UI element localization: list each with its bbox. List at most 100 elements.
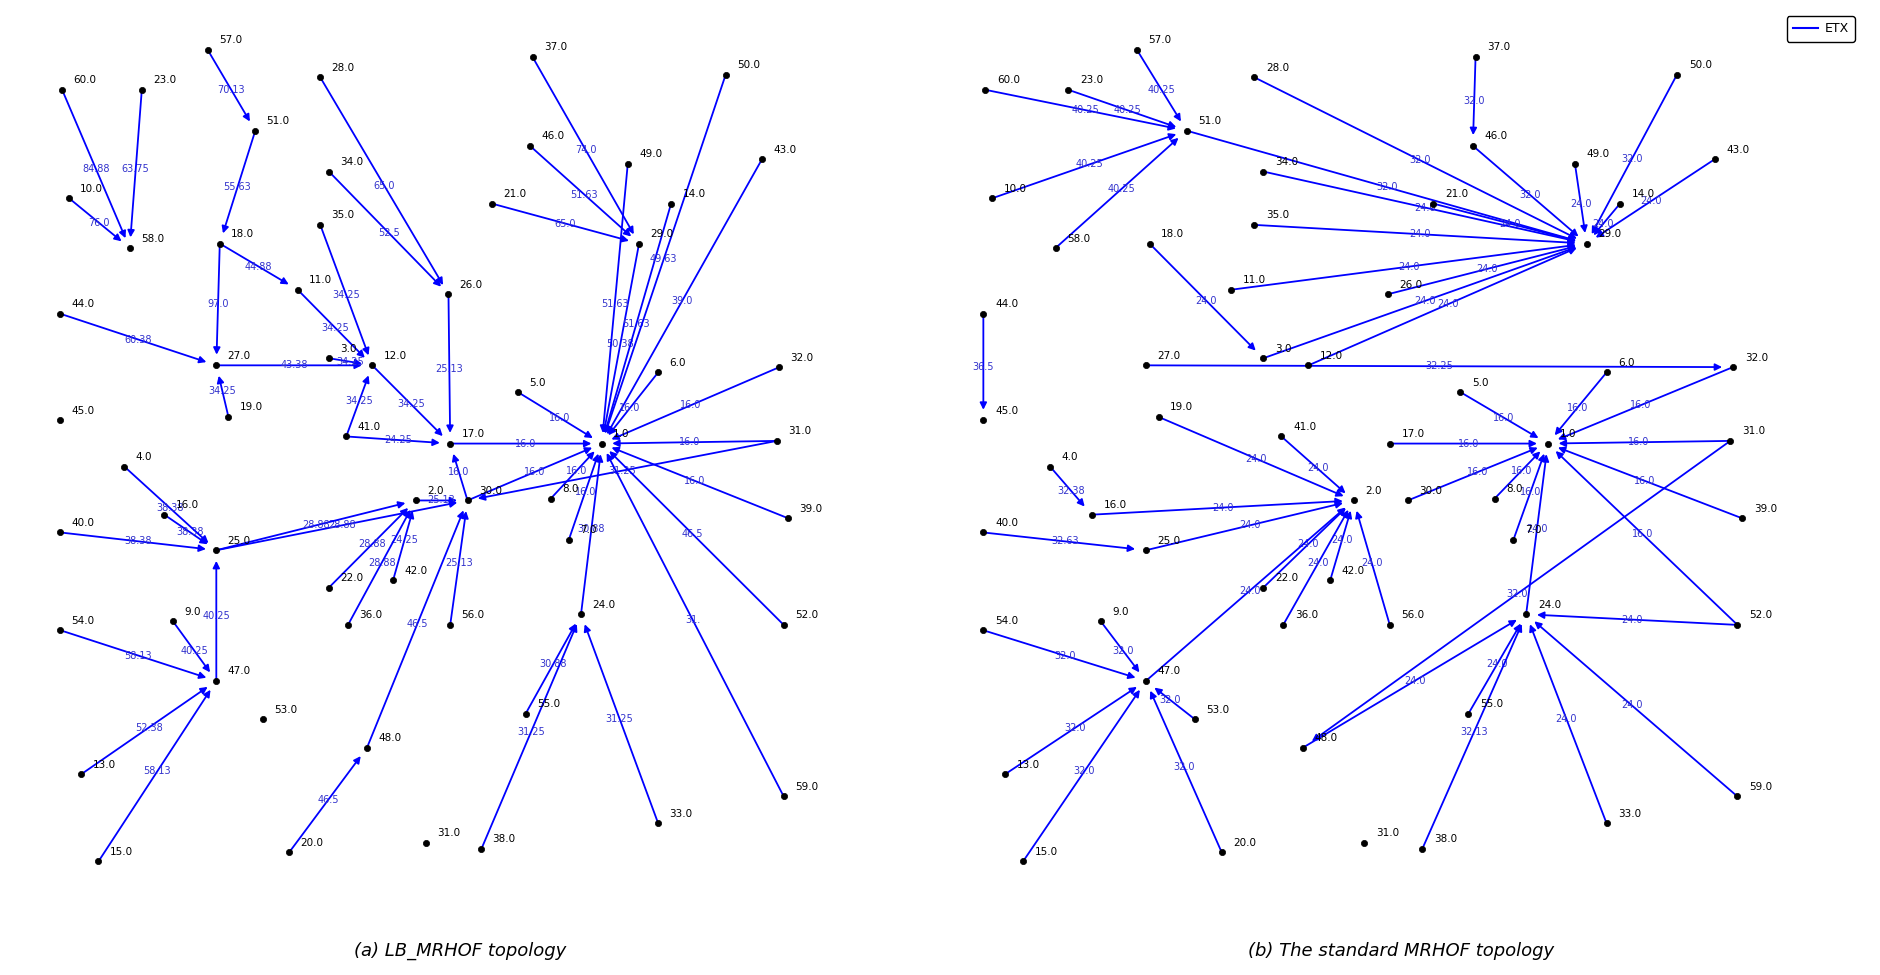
Text: 70.13: 70.13 bbox=[218, 85, 244, 96]
Text: 28.88: 28.88 bbox=[359, 539, 385, 549]
Text: 16.0: 16.0 bbox=[447, 467, 470, 477]
Text: 16.0: 16.0 bbox=[1104, 500, 1126, 510]
Text: 49.0: 49.0 bbox=[639, 149, 662, 159]
Text: 24.25: 24.25 bbox=[391, 535, 417, 545]
Text: 63.75: 63.75 bbox=[122, 164, 150, 174]
Text: 76.0: 76.0 bbox=[88, 218, 111, 228]
Text: 59.0: 59.0 bbox=[1748, 782, 1773, 792]
Text: 16.0: 16.0 bbox=[1566, 403, 1589, 413]
Text: 57.0: 57.0 bbox=[218, 35, 243, 45]
Text: 16.0: 16.0 bbox=[566, 466, 587, 476]
Text: 14.0: 14.0 bbox=[1632, 189, 1654, 199]
Text: 50.38: 50.38 bbox=[607, 338, 634, 348]
Text: 41.0: 41.0 bbox=[1293, 422, 1316, 432]
Text: 32.0: 32.0 bbox=[1173, 761, 1194, 771]
Text: 38.0: 38.0 bbox=[493, 835, 515, 844]
Text: 16.0: 16.0 bbox=[175, 500, 199, 510]
Text: 31.0: 31.0 bbox=[1743, 426, 1765, 437]
Text: 43.0: 43.0 bbox=[1726, 144, 1750, 155]
Text: 51.0: 51.0 bbox=[1198, 116, 1222, 126]
Text: 32.63: 32.63 bbox=[1051, 536, 1079, 546]
Text: 46.0: 46.0 bbox=[541, 132, 564, 141]
Text: 32.0: 32.0 bbox=[791, 353, 814, 363]
Text: 19.0: 19.0 bbox=[1169, 403, 1194, 412]
Text: 24.0: 24.0 bbox=[1414, 203, 1436, 213]
Text: 24.0: 24.0 bbox=[1538, 600, 1560, 609]
Text: 6.0: 6.0 bbox=[1619, 358, 1636, 368]
Text: 48.0: 48.0 bbox=[378, 733, 402, 743]
Text: 31.25: 31.25 bbox=[609, 466, 635, 476]
Text: 44.88: 44.88 bbox=[244, 261, 273, 272]
Text: 24.0: 24.0 bbox=[1476, 264, 1498, 274]
Text: 3.0: 3.0 bbox=[340, 344, 357, 354]
Text: 16.0: 16.0 bbox=[1519, 487, 1542, 496]
Text: 16.0: 16.0 bbox=[1634, 476, 1656, 486]
Text: 7.0: 7.0 bbox=[1525, 526, 1542, 535]
Text: 28.0: 28.0 bbox=[331, 62, 355, 73]
Text: 40.25: 40.25 bbox=[1075, 160, 1104, 170]
Text: 25.0: 25.0 bbox=[227, 536, 250, 546]
Text: 16.0: 16.0 bbox=[1628, 437, 1651, 448]
Text: 48.0: 48.0 bbox=[1314, 733, 1339, 743]
Text: 55.0: 55.0 bbox=[1480, 699, 1504, 710]
Text: 18.0: 18.0 bbox=[1162, 229, 1184, 239]
Text: 24.0: 24.0 bbox=[1487, 659, 1508, 669]
Text: 16.0: 16.0 bbox=[619, 403, 641, 413]
Text: 8.0: 8.0 bbox=[1506, 485, 1523, 494]
Text: 5.0: 5.0 bbox=[528, 377, 545, 388]
Text: 24.0: 24.0 bbox=[1404, 676, 1425, 686]
Text: 60.0: 60.0 bbox=[73, 75, 96, 86]
Text: 28.88: 28.88 bbox=[303, 521, 329, 530]
Text: 32.13: 32.13 bbox=[1461, 726, 1487, 736]
Text: 54.0: 54.0 bbox=[71, 616, 94, 626]
Text: 24.0: 24.0 bbox=[1196, 295, 1216, 306]
Text: 45.0: 45.0 bbox=[995, 406, 1019, 416]
Text: 11.0: 11.0 bbox=[1243, 275, 1265, 286]
Text: 58.13: 58.13 bbox=[143, 766, 171, 776]
Text: 31.25: 31.25 bbox=[517, 726, 545, 736]
Text: 31.0: 31.0 bbox=[1376, 829, 1399, 838]
Text: 24.0: 24.0 bbox=[1239, 521, 1260, 530]
Text: 8.0: 8.0 bbox=[562, 485, 579, 494]
Text: 24.0: 24.0 bbox=[1297, 539, 1320, 549]
Text: 38.0: 38.0 bbox=[1434, 835, 1457, 844]
Text: 52.38: 52.38 bbox=[135, 722, 162, 732]
Text: 5.0: 5.0 bbox=[1472, 377, 1489, 388]
Text: 52.0: 52.0 bbox=[795, 610, 818, 620]
Text: 23.0: 23.0 bbox=[152, 75, 177, 86]
Text: 31.25: 31.25 bbox=[605, 714, 634, 723]
Text: 32.0: 32.0 bbox=[1073, 766, 1096, 776]
Text: 30.88: 30.88 bbox=[577, 524, 605, 534]
Text: 34.0: 34.0 bbox=[340, 157, 363, 167]
Text: 32.0: 32.0 bbox=[1506, 589, 1527, 600]
Text: 17.0: 17.0 bbox=[461, 429, 485, 439]
Text: 32.0: 32.0 bbox=[1376, 182, 1397, 192]
Text: 16.0: 16.0 bbox=[515, 439, 536, 448]
Text: 4.0: 4.0 bbox=[1062, 452, 1079, 462]
Text: 16.0: 16.0 bbox=[1510, 466, 1532, 476]
Text: 35.0: 35.0 bbox=[331, 211, 355, 220]
Text: 24.0: 24.0 bbox=[1555, 714, 1577, 723]
Text: 58.13: 58.13 bbox=[124, 650, 152, 661]
Text: 51.0: 51.0 bbox=[267, 116, 290, 126]
Text: 36.0: 36.0 bbox=[1295, 610, 1318, 620]
Text: 32.0: 32.0 bbox=[1410, 155, 1431, 166]
Text: 97.0: 97.0 bbox=[207, 299, 229, 309]
Text: 12.0: 12.0 bbox=[384, 351, 406, 361]
Text: 13.0: 13.0 bbox=[92, 760, 115, 770]
Text: 65.0: 65.0 bbox=[555, 218, 575, 228]
Text: 16.0: 16.0 bbox=[549, 412, 570, 423]
Text: 33.0: 33.0 bbox=[669, 808, 692, 819]
Text: 23.0: 23.0 bbox=[1079, 75, 1104, 86]
Text: 47.0: 47.0 bbox=[227, 667, 250, 677]
Text: 10.0: 10.0 bbox=[81, 183, 103, 194]
Text: 24.0: 24.0 bbox=[1239, 586, 1260, 596]
Text: 35.0: 35.0 bbox=[1265, 211, 1290, 220]
Text: 53.0: 53.0 bbox=[274, 705, 297, 715]
Text: (a) LB_MRHOF topology: (a) LB_MRHOF topology bbox=[355, 942, 566, 959]
Text: 50.0: 50.0 bbox=[1688, 60, 1711, 70]
Text: 2.0: 2.0 bbox=[1365, 486, 1382, 496]
Text: 32.0: 32.0 bbox=[1055, 650, 1075, 661]
Text: 51.63: 51.63 bbox=[602, 298, 628, 308]
Text: 32.38: 32.38 bbox=[1057, 486, 1085, 495]
